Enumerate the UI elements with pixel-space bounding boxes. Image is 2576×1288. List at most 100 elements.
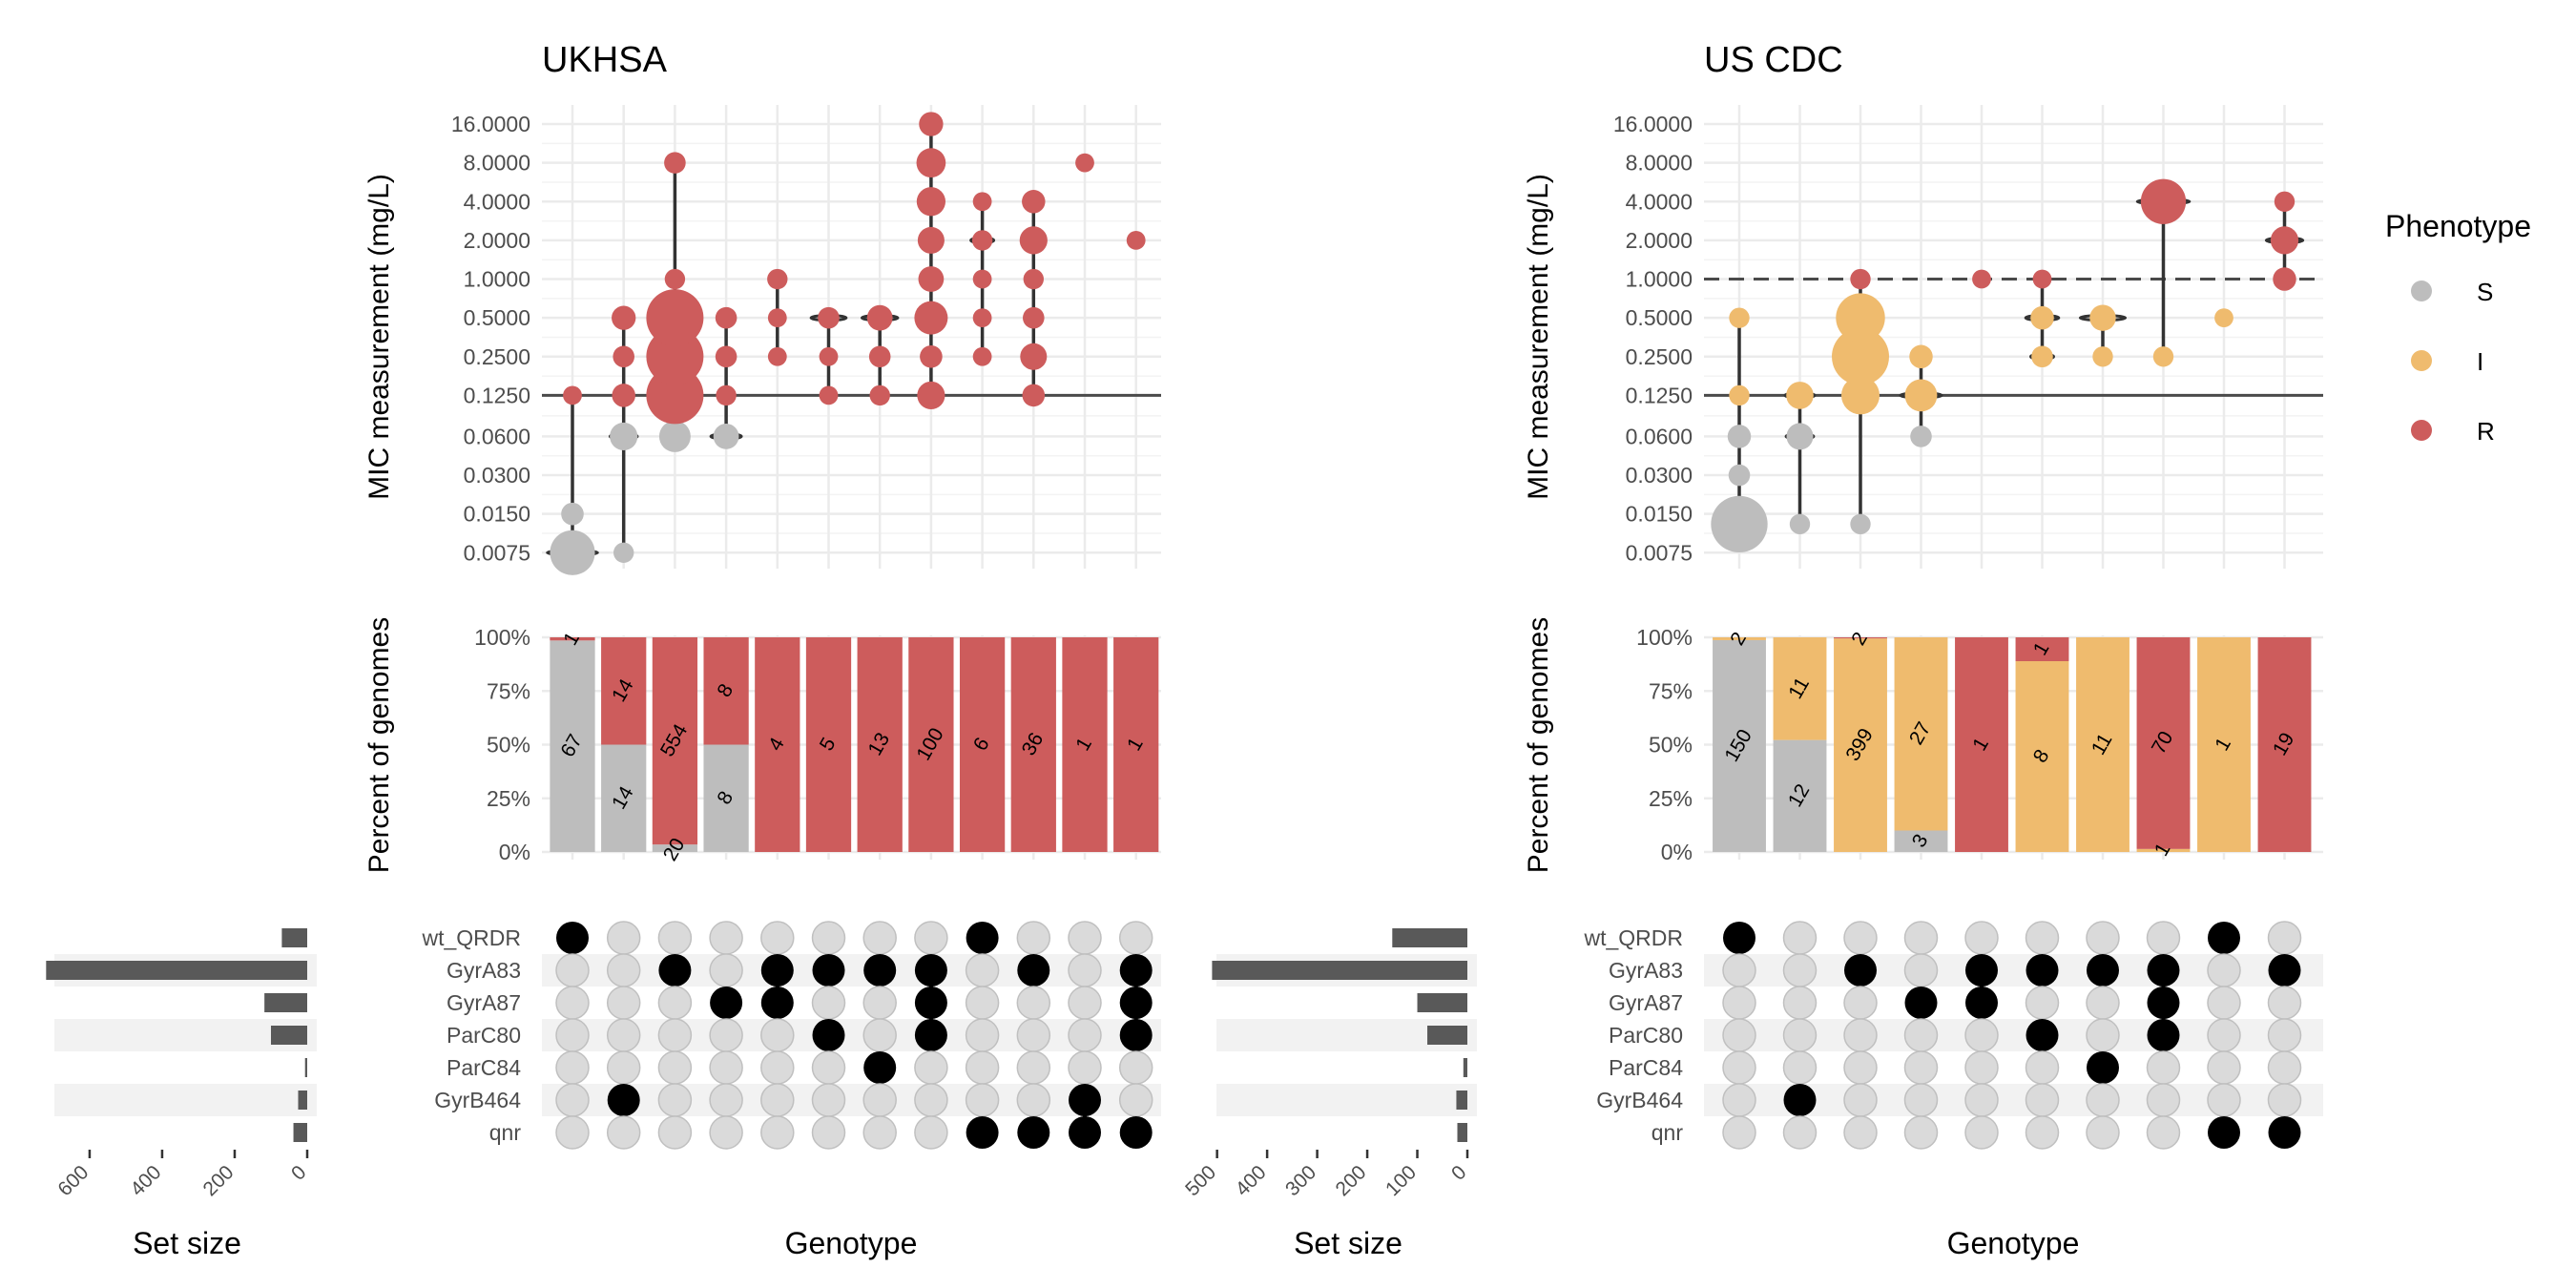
percent-bar-segment [2015,637,2069,661]
matrix-set-label: GyrB464 [1596,1088,1683,1112]
matrix-dot-empty [1016,986,1051,1020]
matrix-dot-empty [2267,1050,2302,1085]
mic-tick-label: 0.1250 [464,383,530,407]
percent-bar-segment [805,637,852,852]
mic-point [2031,345,2053,368]
matrix-dot-filled [1017,954,1050,987]
mic-point [1022,190,1046,214]
matrix-dot-filled [760,954,794,987]
matrix-dot-empty [1964,1083,1999,1117]
percent-bar-segment [601,744,647,852]
matrix-dot-filled [1069,1084,1101,1116]
matrix-dot-empty [555,1115,590,1150]
matrix-dot-empty [2207,1050,2241,1085]
setsize-tick-label: 0 [287,1161,311,1185]
mic-point [1786,423,1814,450]
matrix-dot-empty [2207,953,2241,987]
matrix-dot-filled [863,954,897,987]
matrix-dot-empty [811,1050,846,1085]
setsize-xlabel-uscdc: Set size [1294,1226,1402,1260]
mic-tick-label: 0.0075 [464,540,530,565]
matrix-dot-empty [2267,986,2302,1020]
mic-point [1972,269,1991,289]
matrix-dot-filled [914,954,947,987]
percent-tick-label: 75% [1649,678,1693,703]
mic-point [1850,268,1871,290]
matrix-dot-filled [710,987,743,1019]
matrix-dot-empty [1843,1018,1878,1052]
matrix-dot-empty [2025,1115,2060,1150]
mic-ylabel-ukhsa: MIC measurement (mg/L) [364,174,395,500]
matrix-dot-empty [2025,986,2060,1020]
matrix-dot-empty [709,1115,743,1150]
mic-point [1020,343,1048,370]
mic-point [658,420,691,452]
setsize-row-shade [1216,1084,1477,1116]
mic-tick-label: 0.5000 [1626,305,1693,330]
panel-ukhsa: UKHSA MIC measurement (mg/L) Percent of … [133,40,917,1260]
matrix-dot-empty [555,986,590,1020]
matrix-dot-empty [965,953,1000,987]
matrix-dot-empty [1964,1115,1999,1150]
matrix-dot-empty [1843,1050,1878,1085]
mic-tick-label: 2.0000 [1626,228,1693,253]
setsize-tick-label: 600 [53,1161,93,1200]
matrix-dot-empty [1782,1115,1818,1150]
matrix-dot-empty [965,1083,1000,1117]
matrix-set-label: GyrB464 [434,1088,521,1112]
matrix-dot-filled [966,922,999,954]
mic-point [869,384,890,406]
matrix-dot-empty [2207,986,2241,1020]
mic-tick-label: 0.2500 [464,344,530,369]
panel-uscdc: US CDC MIC measurement (mg/L) Percent of… [1294,40,2079,1260]
mic-point [920,344,943,368]
matrix-ukhsa: wt_QRDR GyrA83 GyrA87 ParC80 ParC84 GyrB464 qn… [421,921,1161,1150]
matrix-dot-empty [760,921,795,955]
percent-bar-segment [1010,637,1056,852]
mic-point [2030,305,2054,330]
mic-tick-label: 4.0000 [464,189,530,214]
matrix-dot-filled [1119,1116,1153,1149]
setsize-bar [1392,928,1467,947]
chart-uscdc: 0.0075 0.0150 0.0300 0.0600 0.1250 0.2500 0.50… [1181,105,2323,1200]
matrix-dot-empty [965,1018,1000,1052]
matrix-dot-empty [862,1115,897,1150]
legend: Phenotype S I R [2385,209,2531,446]
panel-title-ukhsa: UKHSA [542,40,668,80]
matrix-dot-filled [1723,922,1755,954]
matrix-set-label: wt_QRDR [1583,925,1683,950]
matrix-dot-empty [606,1115,641,1150]
matrix-dot-filled [914,987,947,1019]
matrix-row-shade [542,1084,1161,1116]
matrix-set-label: qnr [1652,1120,1684,1145]
percent-bar-segment [908,637,954,852]
setsize-row-shade [54,1084,317,1116]
mic-point [715,345,737,368]
matrix-dot-filled [2087,1051,2119,1084]
mic-point [1910,426,1932,447]
matrix-dot-empty [657,1115,693,1150]
mic-point [2152,346,2174,367]
matrix-dot-empty [709,953,743,987]
setsize-tick-label: 300 [1281,1161,1320,1200]
mic-point [916,148,946,177]
setsize-bar [298,1091,307,1110]
setsize-tick-label: 0 [1447,1161,1471,1185]
mic-point [1840,376,1880,415]
matrix-dot-empty [862,1083,897,1117]
mic-tick-label: 0.1250 [1626,383,1693,407]
matrix-dot-empty [1118,1050,1153,1085]
mic-point [2274,191,2296,212]
percent-tick-label: 100% [474,625,530,650]
matrix-dot-filled [1783,1084,1817,1116]
mic-tick-label: 0.0150 [1626,502,1693,527]
matrix-dot-empty [657,1083,693,1117]
matrix-dot-empty [2146,1083,2181,1117]
matrix-dot-filled [2087,954,2119,987]
percent-bar-segment [857,637,903,852]
matrix-dot-empty [1118,921,1153,955]
mic-point [1075,153,1094,173]
matrix-dot-empty [1903,1083,1939,1117]
